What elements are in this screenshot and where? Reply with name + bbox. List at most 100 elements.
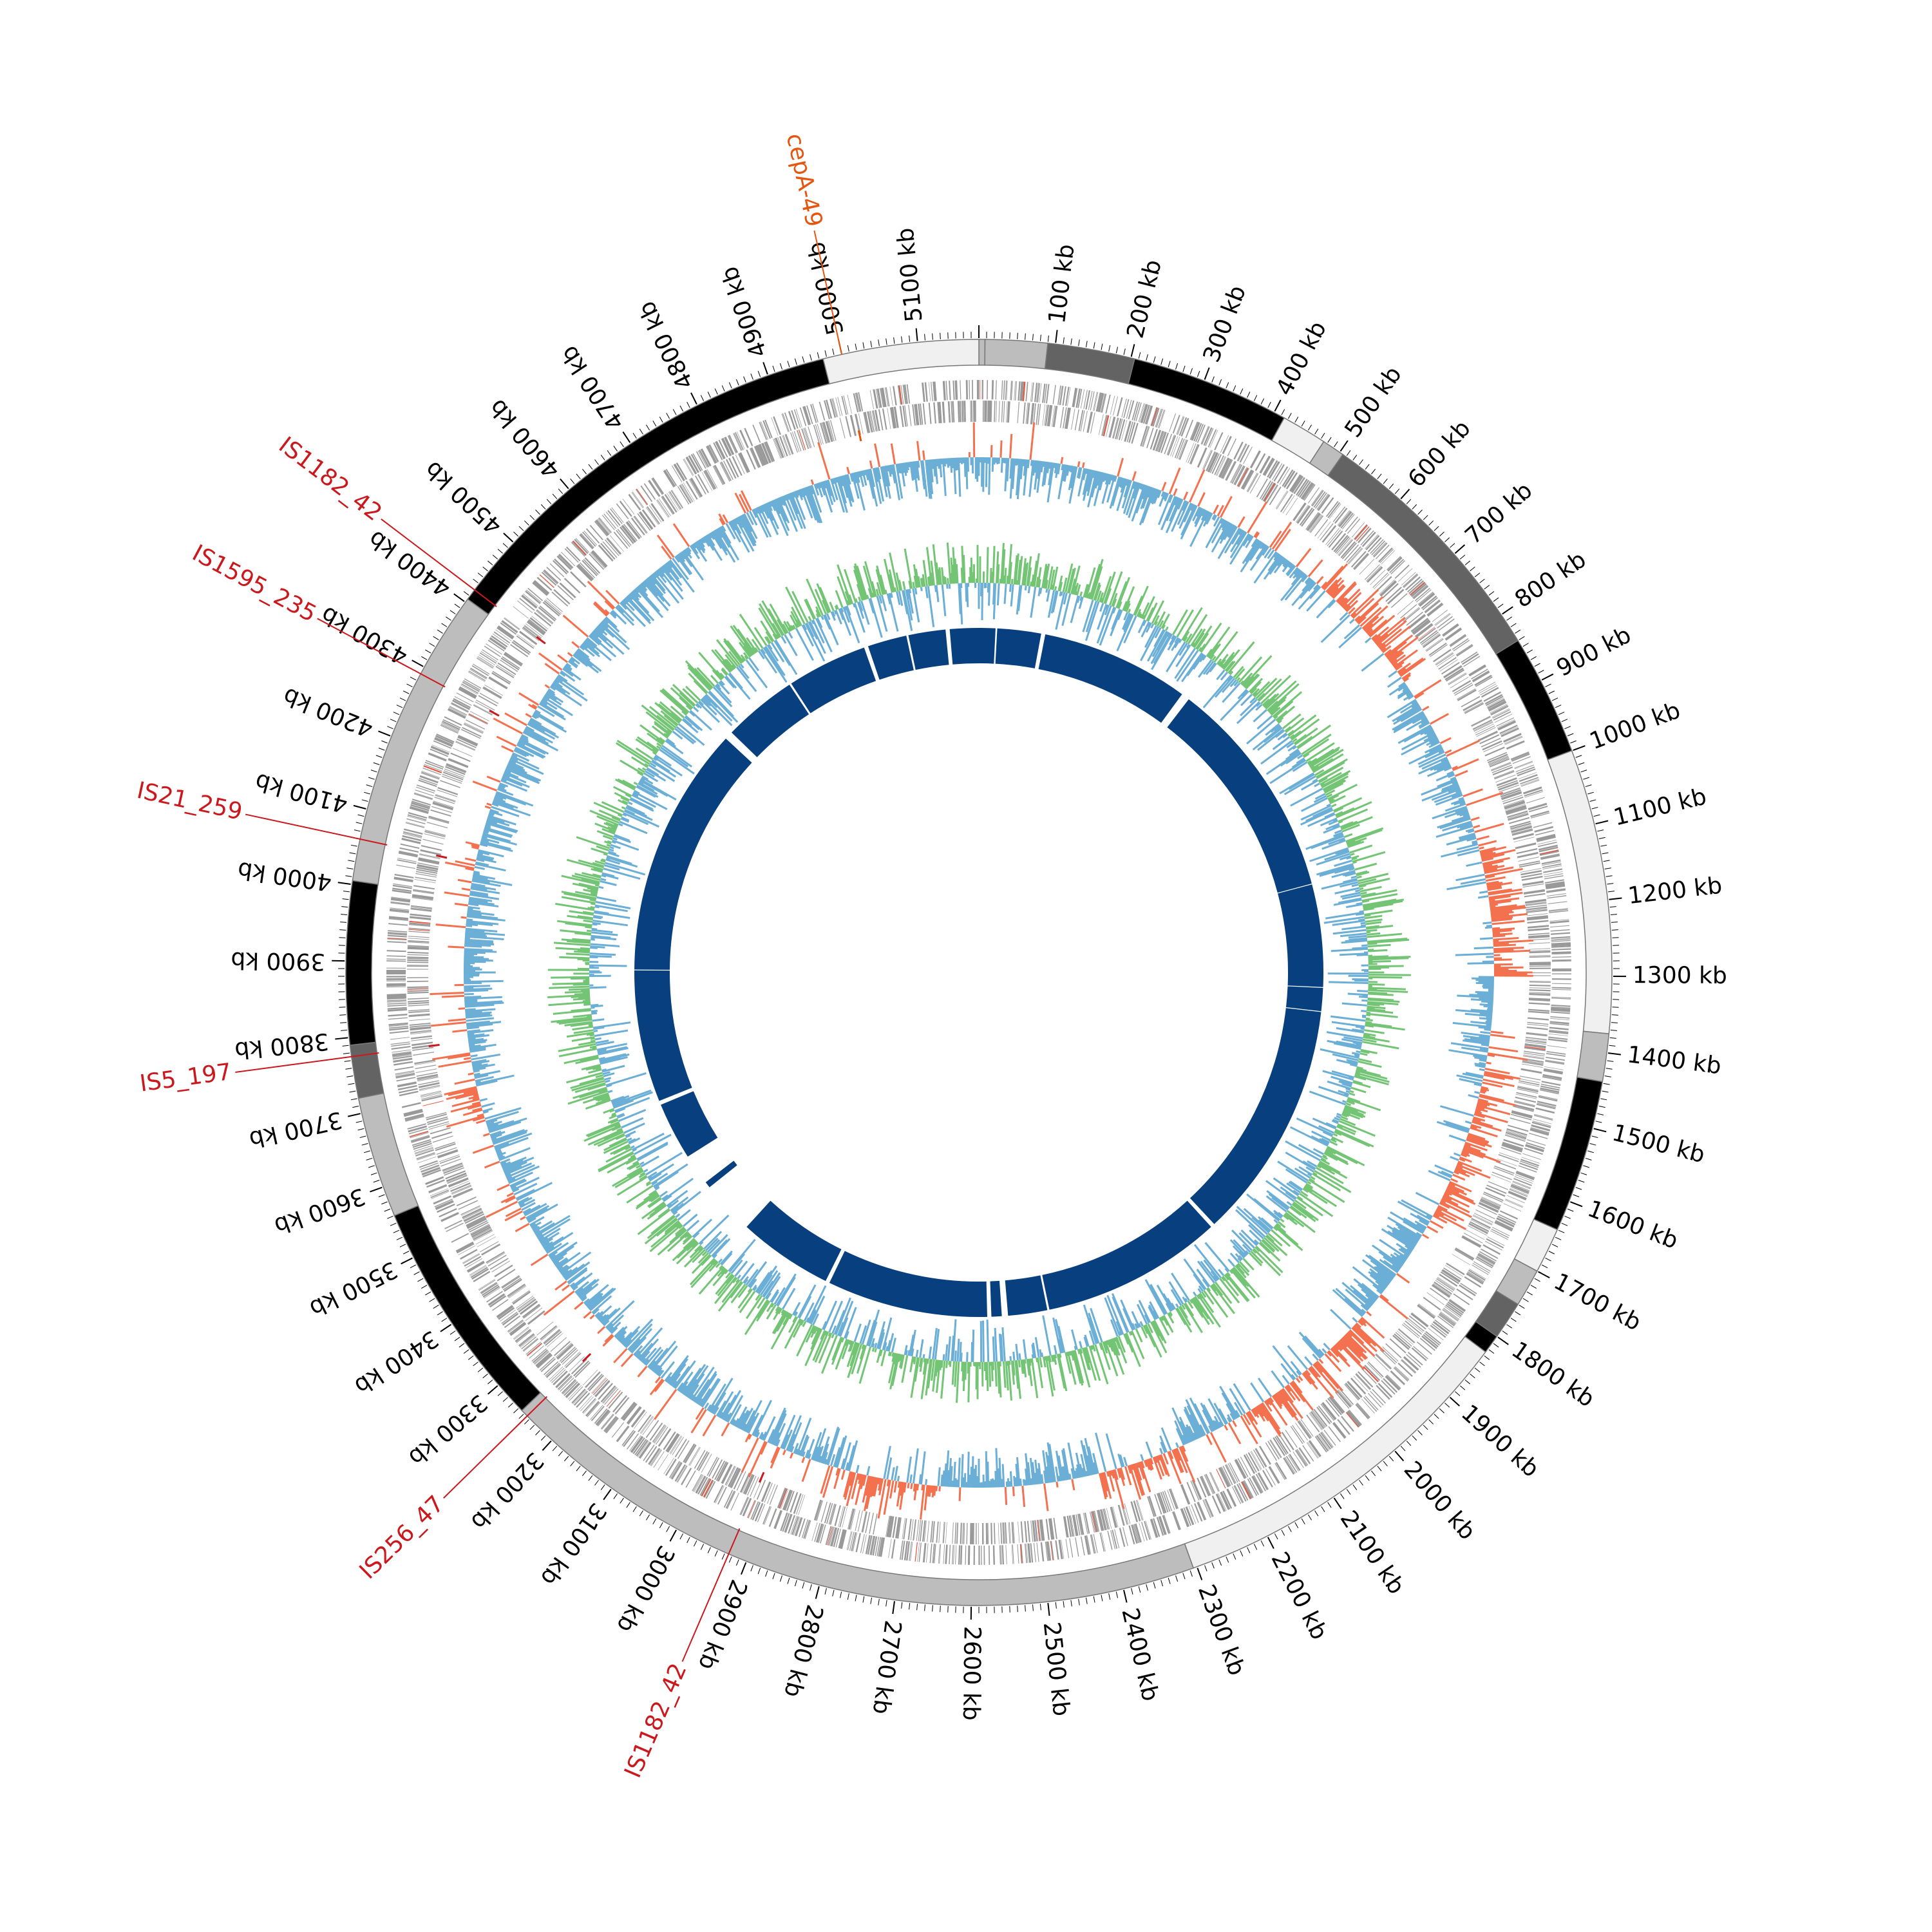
gene-feature (516, 1296, 535, 1311)
tick-label: 100 kb (1044, 243, 1080, 325)
gene-feature (1524, 1046, 1546, 1052)
gene-feature (431, 806, 452, 813)
gene-feature (1240, 1457, 1251, 1476)
gene-feature (1350, 1378, 1367, 1394)
gc-skew-bar (1208, 1398, 1224, 1426)
gene-feature (1506, 1195, 1525, 1204)
gene-feature (1550, 925, 1570, 928)
tick-mark (346, 867, 354, 869)
tick-mark (1063, 337, 1065, 344)
tick-mark (425, 1291, 431, 1296)
gene-feature (1373, 1356, 1389, 1372)
gc-skew-bar (1368, 614, 1396, 638)
gene-feature (1547, 1045, 1567, 1048)
gc-skew-bar (1183, 491, 1189, 500)
gc-skew-bar (1078, 467, 1083, 479)
gene-feature (1005, 1522, 1007, 1544)
gene-feature (1325, 1399, 1340, 1417)
tick-mark (666, 1526, 670, 1532)
gene-feature (1237, 1458, 1249, 1477)
gene-feature (1344, 544, 1359, 562)
gc-skew-bar (1393, 712, 1425, 732)
gene-feature (849, 1531, 855, 1551)
gc-skew-bar (1227, 1414, 1233, 1422)
tick-mark (1603, 860, 1610, 862)
gene-feature (747, 1475, 757, 1496)
gene-feature (408, 931, 430, 934)
gene-feature (1533, 1119, 1552, 1124)
gene-feature (387, 1009, 407, 1011)
gene-feature (1524, 1043, 1546, 1047)
gene-feature (1397, 1331, 1414, 1345)
gene-feature (1040, 1519, 1044, 1541)
gc-skew-bar (1009, 458, 1013, 479)
gene-feature (1542, 1075, 1562, 1080)
tick-mark (1211, 1562, 1215, 1569)
gene-feature (462, 1253, 480, 1264)
gene-feature (782, 435, 790, 456)
gc-skew-bar (1267, 1397, 1288, 1426)
gene-feature (1494, 1222, 1513, 1232)
gene-feature (928, 382, 931, 402)
gene-feature (404, 1113, 424, 1120)
gene-feature (1185, 1506, 1193, 1526)
gene-feature (1093, 392, 1098, 411)
gene-feature (867, 1535, 873, 1555)
gc-skew-bar (1435, 1209, 1457, 1222)
gene-feature (1476, 1256, 1494, 1267)
gene-feature (1118, 1504, 1125, 1526)
gc-skew-bar (833, 1468, 841, 1490)
tick-mark (378, 730, 391, 737)
gene-feature (1040, 1542, 1045, 1562)
gene-feature (1037, 383, 1041, 402)
gene-feature (499, 659, 518, 672)
gene-feature (1225, 1464, 1236, 1484)
gene-feature (1526, 1032, 1548, 1036)
gene-feature (733, 1470, 744, 1490)
gc-skew-bar (1458, 797, 1464, 801)
gene-feature (1131, 1524, 1137, 1544)
gene-feature (692, 453, 703, 471)
gene-feature (1476, 727, 1496, 737)
gene-feature (828, 1526, 834, 1546)
gene-feature (1469, 1269, 1486, 1280)
gene-feature (1443, 666, 1463, 679)
gene-feature (875, 388, 880, 408)
gene-feature (658, 1454, 669, 1471)
gc-skew-bar (1444, 766, 1452, 772)
gene-feature (795, 1517, 803, 1537)
gene-feature (1053, 1517, 1057, 1539)
gene-feature (1444, 1306, 1461, 1318)
gc-skew-bar (481, 1102, 495, 1108)
gene-feature (544, 1330, 561, 1345)
gc-skew-bar (1391, 1256, 1404, 1266)
tick-mark (672, 409, 677, 415)
gene-feature (1523, 1052, 1545, 1057)
gc-skew-bar (1099, 1473, 1107, 1500)
gc-skew-bar (1480, 851, 1493, 856)
gc-skew-bar (1188, 1426, 1197, 1441)
gene-feature (610, 535, 624, 552)
gene-feature (1093, 1533, 1098, 1553)
tick-mark (477, 1367, 484, 1372)
gene-feature (1033, 403, 1036, 425)
gene-feature (1507, 810, 1528, 819)
gene-feature (437, 789, 457, 797)
gene-feature (1524, 1148, 1543, 1155)
gc-skew-bar (1446, 770, 1454, 775)
gc-skew-bar (877, 1479, 887, 1519)
gene-feature (534, 612, 551, 627)
gene-feature (830, 1527, 837, 1547)
gc-skew-bar (1387, 676, 1402, 688)
gene-feature (717, 1462, 729, 1482)
gene-feature (417, 865, 439, 871)
gene-feature (873, 1513, 878, 1535)
gc-skew-bar (921, 1484, 924, 1491)
gene-feature (1549, 1030, 1569, 1033)
gc-skew-bar (1448, 1184, 1464, 1193)
gene-feature (739, 430, 748, 448)
tick-mark (824, 350, 827, 357)
tick-mark (459, 1343, 465, 1348)
gene-feature (1186, 1482, 1196, 1502)
gene-feature (407, 954, 429, 956)
